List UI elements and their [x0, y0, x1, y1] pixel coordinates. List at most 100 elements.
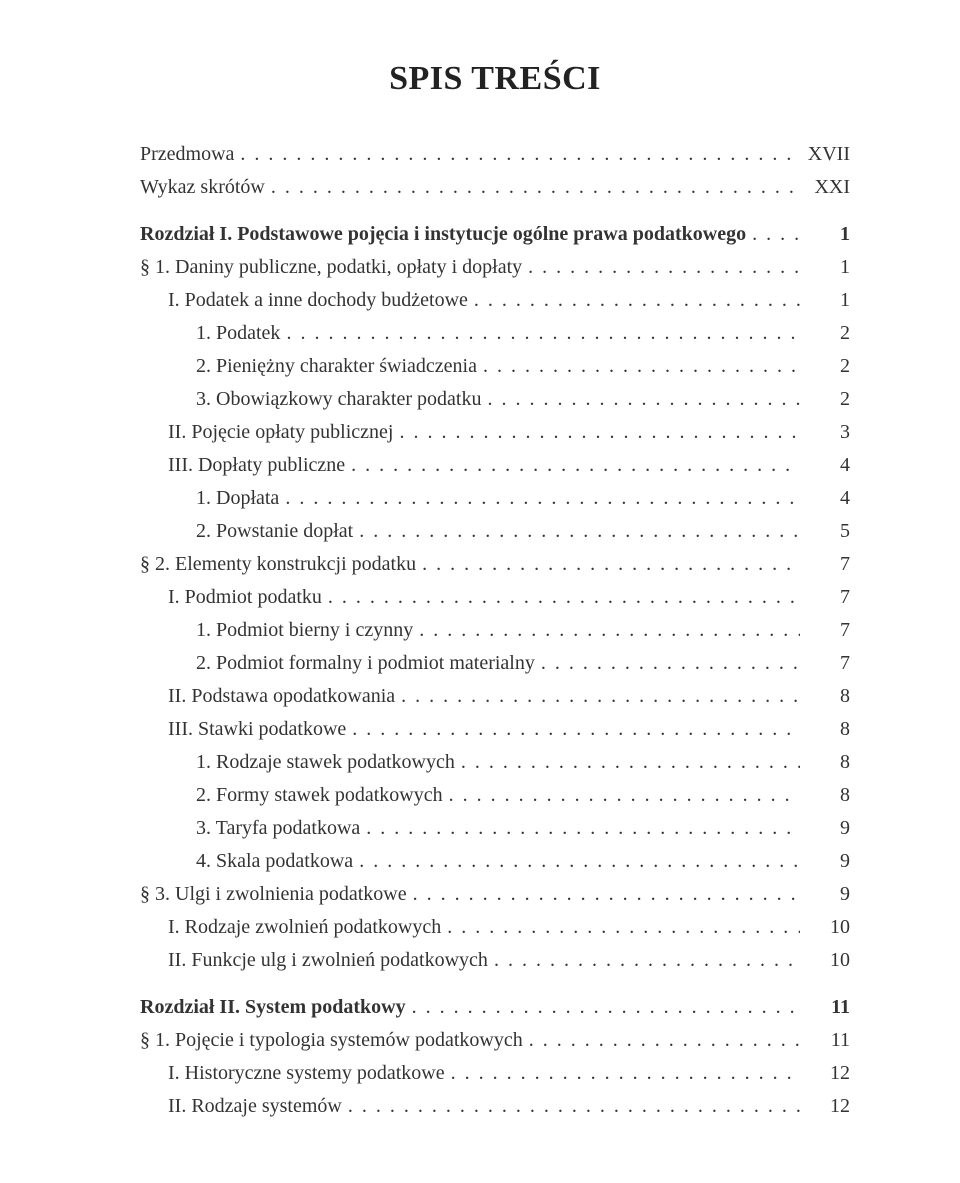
- toc-leader-dots: [328, 581, 800, 614]
- toc-line: II. Podstawa opodatkowania 8: [140, 680, 850, 713]
- toc-page-number: 12: [806, 1090, 850, 1123]
- page-title: SPIS TREŚCI: [140, 60, 850, 98]
- toc-leader-dots: [529, 1024, 800, 1057]
- toc-leader-dots: [752, 218, 800, 251]
- toc-line: 1. Podatek2: [140, 317, 850, 350]
- toc-page-number: 9: [806, 812, 850, 845]
- toc-label: 3. Obowiązkowy charakter podatku: [196, 383, 481, 416]
- toc-page-number: 9: [806, 845, 850, 878]
- toc-leader-dots: [359, 845, 800, 878]
- toc-label: § 1. Daniny publiczne, podatki, opłaty i…: [140, 251, 522, 284]
- toc-label: II. Podstawa opodatkowania: [168, 680, 395, 713]
- toc-page-number: 7: [806, 548, 850, 581]
- toc-label: Rozdział II. System podatkowy: [140, 991, 406, 1024]
- toc-page-number: 8: [806, 779, 850, 812]
- toc-page-number: 3: [806, 416, 850, 449]
- toc-page-number: 12: [806, 1057, 850, 1090]
- toc-leader-dots: [351, 449, 800, 482]
- toc-line: Rozdział II. System podatkowy 11: [140, 991, 850, 1024]
- toc-leader-dots: [422, 548, 800, 581]
- toc-leader-dots: [528, 251, 800, 284]
- toc-page-number: 4: [806, 482, 850, 515]
- toc-line: § 1. Daniny publiczne, podatki, opłaty i…: [140, 251, 850, 284]
- toc-leader-dots: [401, 680, 800, 713]
- toc-label: 3. Taryfa podatkowa: [196, 812, 360, 845]
- toc-line: 2. Pieniężny charakter świadczenia 2: [140, 350, 850, 383]
- toc-label: § 3. Ulgi i zwolnienia podatkowe: [140, 878, 407, 911]
- toc-page-number: 8: [806, 680, 850, 713]
- toc-label: I. Rodzaje zwolnień podatkowych: [168, 911, 441, 944]
- toc-label: I. Historyczne systemy podatkowe: [168, 1057, 445, 1090]
- toc-page-number: 2: [806, 317, 850, 350]
- toc-leader-dots: [451, 1057, 800, 1090]
- toc-label: II. Rodzaje systemów: [168, 1090, 342, 1123]
- toc-leader-dots: [494, 944, 800, 977]
- toc-label: 4. Skala podatkowa: [196, 845, 353, 878]
- toc-label: II. Funkcje ulg i zwolnień podatkowych: [168, 944, 488, 977]
- toc-leader-dots: [271, 171, 800, 204]
- toc-line: Wykaz skrótów XXI: [140, 171, 850, 204]
- toc-page-number: 7: [806, 614, 850, 647]
- toc-line: 1. Podmiot bierny i czynny 7: [140, 614, 850, 647]
- toc-label: 2. Podmiot formalny i podmiot materialny: [196, 647, 535, 680]
- toc-line: PrzedmowaXVII: [140, 138, 850, 171]
- toc-line: 3. Taryfa podatkowa 9: [140, 812, 850, 845]
- toc-line: 2. Formy stawek podatkowych 8: [140, 779, 850, 812]
- toc-line: 3. Obowiązkowy charakter podatku 2: [140, 383, 850, 416]
- toc-label: 2. Pieniężny charakter świadczenia: [196, 350, 477, 383]
- toc-line: 4. Skala podatkowa 9: [140, 845, 850, 878]
- toc-page-number: 10: [806, 911, 850, 944]
- toc-leader-dots: [352, 713, 800, 746]
- toc-page-number: 2: [806, 350, 850, 383]
- toc-page-number: 1: [806, 251, 850, 284]
- toc-line: II. Pojęcie opłaty publicznej 3: [140, 416, 850, 449]
- toc-leader-dots: [487, 383, 800, 416]
- toc-leader-dots: [366, 812, 800, 845]
- toc-page-number: 8: [806, 713, 850, 746]
- toc-label: 2. Powstanie dopłat: [196, 515, 353, 548]
- toc-line: III. Dopłaty publiczne4: [140, 449, 850, 482]
- toc-page-number: 2: [806, 383, 850, 416]
- toc-page-number: 7: [806, 647, 850, 680]
- toc-leader-dots: [412, 991, 800, 1024]
- toc-line: 2. Podmiot formalny i podmiot materialny…: [140, 647, 850, 680]
- toc-label: II. Pojęcie opłaty publicznej: [168, 416, 393, 449]
- toc-line: II. Rodzaje systemów 12: [140, 1090, 850, 1123]
- toc-line: I. Historyczne systemy podatkowe 12: [140, 1057, 850, 1090]
- toc-leader-dots: [483, 350, 800, 383]
- toc-leader-dots: [359, 515, 800, 548]
- toc-label: 2. Formy stawek podatkowych: [196, 779, 443, 812]
- toc-line: 2. Powstanie dopłat 5: [140, 515, 850, 548]
- toc-line: I. Rodzaje zwolnień podatkowych 10: [140, 911, 850, 944]
- toc-container: PrzedmowaXVIIWykaz skrótówXXIRozdział I.…: [140, 138, 850, 1123]
- toc-line: II. Funkcje ulg i zwolnień podatkowych10: [140, 944, 850, 977]
- toc-label: Wykaz skrótów: [140, 171, 265, 204]
- toc-page-number: XVII: [806, 138, 850, 171]
- toc-leader-dots: [348, 1090, 800, 1123]
- toc-leader-dots: [541, 647, 800, 680]
- toc-line: § 1. Pojęcie i typologia systemów podatk…: [140, 1024, 850, 1057]
- toc-page-number: 5: [806, 515, 850, 548]
- toc-gap: [140, 204, 850, 218]
- page: SPIS TREŚCI PrzedmowaXVIIWykaz skrótów XX…: [0, 0, 960, 1183]
- toc-leader-dots: [474, 284, 800, 317]
- toc-line: § 2. Elementy konstrukcji podatku 7: [140, 548, 850, 581]
- toc-line: I. Podmiot podatku7: [140, 581, 850, 614]
- toc-leader-dots: [399, 416, 800, 449]
- toc-label: III. Stawki podatkowe: [168, 713, 346, 746]
- toc-line: § 3. Ulgi i zwolnienia podatkowe9: [140, 878, 850, 911]
- toc-label: 1. Podmiot bierny i czynny: [196, 614, 413, 647]
- toc-page-number: 11: [806, 1024, 850, 1057]
- toc-page-number: 1: [806, 218, 850, 251]
- toc-page-number: 11: [806, 991, 850, 1024]
- toc-page-number: 1: [806, 284, 850, 317]
- toc-page-number: XXI: [806, 171, 850, 204]
- toc-page-number: 8: [806, 746, 850, 779]
- toc-leader-dots: [461, 746, 800, 779]
- toc-leader-dots: [285, 482, 800, 515]
- toc-label: § 2. Elementy konstrukcji podatku: [140, 548, 416, 581]
- toc-leader-dots: [240, 138, 800, 171]
- toc-leader-dots: [449, 779, 800, 812]
- toc-label: 1. Rodzaje stawek podatkowych: [196, 746, 455, 779]
- toc-gap: [140, 977, 850, 991]
